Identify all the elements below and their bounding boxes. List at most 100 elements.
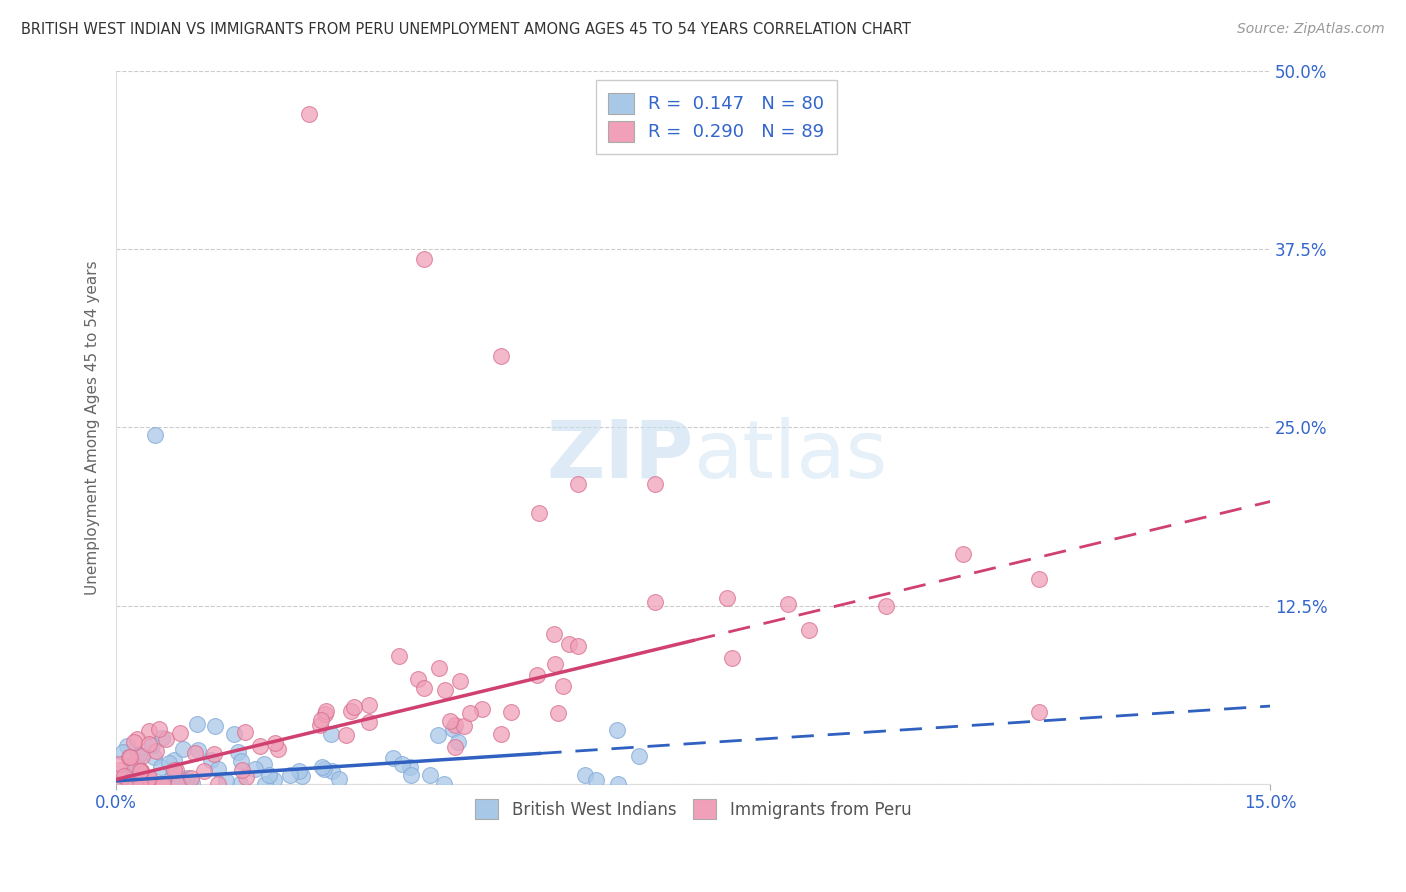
Point: [163, 777, 186, 791]
Point: [129, 764, 152, 779]
Point: [267, 741, 290, 756]
Text: Source: ZipAtlas.com: Source: ZipAtlas.com: [1237, 22, 1385, 37]
Point: [128, 747, 150, 762]
Point: [312, 762, 335, 776]
Point: [229, 777, 252, 791]
Point: [558, 637, 581, 651]
Point: [163, 753, 186, 767]
Point: [263, 772, 285, 787]
Point: [150, 760, 173, 774]
Point: [776, 598, 799, 612]
Point: [471, 702, 494, 716]
Point: [138, 771, 160, 785]
Point: [131, 771, 153, 785]
Point: [458, 706, 481, 720]
Point: [129, 764, 152, 778]
Text: atlas: atlas: [693, 417, 887, 495]
Point: [145, 744, 167, 758]
Point: [335, 728, 357, 742]
Point: [427, 728, 450, 742]
Point: [181, 776, 204, 790]
Point: [118, 772, 141, 786]
Point: [547, 706, 569, 721]
Point: [110, 764, 132, 778]
Point: [153, 777, 176, 791]
Point: [253, 756, 276, 771]
Point: [226, 745, 249, 759]
Point: [328, 772, 350, 786]
Point: [166, 777, 188, 791]
Point: [321, 764, 343, 779]
Point: [716, 591, 738, 605]
Point: [118, 775, 141, 789]
Point: [143, 427, 166, 442]
Point: [343, 699, 366, 714]
Point: [107, 777, 129, 791]
Legend: British West Indians, Immigrants from Peru: British West Indians, Immigrants from Pe…: [468, 793, 918, 825]
Point: [107, 772, 129, 786]
Point: [122, 757, 145, 772]
Point: [444, 739, 467, 754]
Point: [112, 769, 135, 783]
Point: [134, 777, 156, 791]
Point: [128, 777, 150, 791]
Point: [453, 719, 475, 733]
Point: [606, 723, 628, 737]
Point: [128, 747, 150, 762]
Point: [315, 704, 337, 718]
Point: [139, 777, 162, 791]
Point: [127, 777, 149, 791]
Point: [157, 756, 180, 771]
Point: [797, 624, 820, 638]
Point: [169, 726, 191, 740]
Point: [124, 767, 146, 781]
Point: [202, 747, 225, 762]
Y-axis label: Unemployment Among Ages 45 to 54 years: Unemployment Among Ages 45 to 54 years: [86, 260, 100, 595]
Point: [215, 774, 238, 789]
Point: [952, 547, 974, 561]
Point: [204, 719, 226, 733]
Point: [127, 758, 149, 772]
Point: [138, 724, 160, 739]
Point: [118, 750, 141, 764]
Point: [108, 776, 131, 790]
Point: [319, 727, 342, 741]
Point: [129, 764, 152, 778]
Point: [112, 777, 135, 791]
Point: [150, 731, 173, 746]
Point: [433, 683, 456, 698]
Point: [413, 681, 436, 695]
Point: [142, 776, 165, 790]
Point: [184, 746, 207, 760]
Point: [118, 777, 141, 791]
Point: [526, 668, 548, 682]
Point: [131, 748, 153, 763]
Point: [406, 672, 429, 686]
Point: [628, 749, 651, 764]
Point: [180, 771, 202, 785]
Point: [1028, 706, 1050, 720]
Point: [382, 751, 405, 765]
Point: [501, 705, 523, 719]
Point: [114, 777, 136, 791]
Point: [340, 704, 363, 718]
Point: [107, 777, 129, 791]
Point: [644, 477, 666, 491]
Point: [139, 777, 162, 791]
Point: [253, 777, 276, 791]
Point: [162, 775, 184, 789]
Point: [288, 764, 311, 779]
Point: [311, 713, 333, 727]
Point: [207, 777, 229, 791]
Point: [311, 760, 333, 774]
Point: [142, 777, 165, 791]
Point: [125, 731, 148, 746]
Point: [141, 773, 163, 788]
Point: [433, 777, 456, 791]
Point: [398, 760, 420, 774]
Point: [443, 718, 465, 732]
Point: [441, 722, 464, 736]
Point: [108, 777, 131, 791]
Point: [172, 742, 194, 756]
Point: [200, 752, 222, 766]
